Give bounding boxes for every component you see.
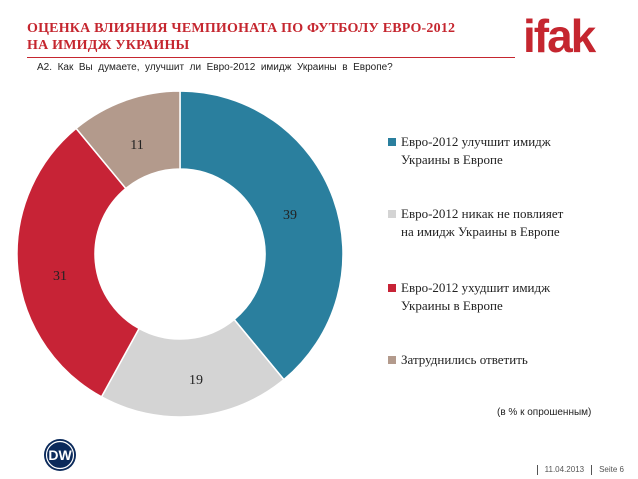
footer-page: Seite 6 — [599, 465, 624, 475]
title-line-2: НА ИМИДЖ УКРАИНЫ — [27, 38, 190, 53]
footer-separator — [536, 465, 538, 475]
unit-note: (в % к опрошенным) — [497, 407, 592, 418]
ifak-logo: ifak — [523, 10, 596, 62]
data-label-worsen: 31 — [53, 269, 67, 284]
legend-label-undecided-line1: Затруднились ответить — [401, 352, 528, 367]
footer-separator — [591, 465, 593, 475]
legend-swatch-no-effect — [388, 210, 396, 218]
legend-swatch-improve — [388, 138, 396, 146]
data-label-undecided: 11 — [130, 138, 143, 153]
footer: 11.04.2013 Seite 6 — [530, 465, 624, 475]
legend-label-no-effect-line2: на имидж Украины в Европе — [401, 224, 560, 239]
logo-background — [515, 14, 625, 66]
dw-logo: DW — [44, 439, 76, 471]
data-label-no-effect: 19 — [189, 373, 203, 388]
survey-question: A2. Как Вы думаете, улучшит ли Евро-2012… — [37, 62, 393, 73]
legend-swatch-undecided — [388, 356, 396, 364]
legend-label-worsen-line1: Евро-2012 ухудшит имидж — [401, 280, 551, 295]
legend-swatch-worsen — [388, 284, 396, 292]
legend-label-improve-line2: Украины в Европе — [401, 152, 503, 167]
donut-slice-improve — [179, 90, 344, 381]
donut-slice-worsen — [16, 127, 141, 398]
title-line-1: ОЦЕНКА ВЛИЯНИЯ ЧЕМПИОНАТА ПО ФУТБОЛУ ЕВР… — [27, 21, 456, 36]
donut-slice-undecided — [75, 90, 181, 190]
footer-date: 11.04.2013 — [544, 465, 585, 475]
svg-text:DW: DW — [48, 447, 72, 463]
donut-slice-no-effect — [100, 318, 285, 418]
page-title: ОЦЕНКА ВЛИЯНИЯ ЧЕМПИОНАТА ПО ФУТБОЛУ ЕВР… — [27, 20, 497, 54]
title-divider — [27, 57, 624, 58]
legend-label-worsen-line2: Украины в Европе — [401, 298, 503, 313]
data-label-improve: 39 — [283, 208, 297, 223]
legend-label-no-effect-line1: Евро-2012 никак не повлияет — [401, 206, 564, 221]
legend-label-improve-line1: Евро-2012 улучшит имидж — [401, 134, 551, 149]
